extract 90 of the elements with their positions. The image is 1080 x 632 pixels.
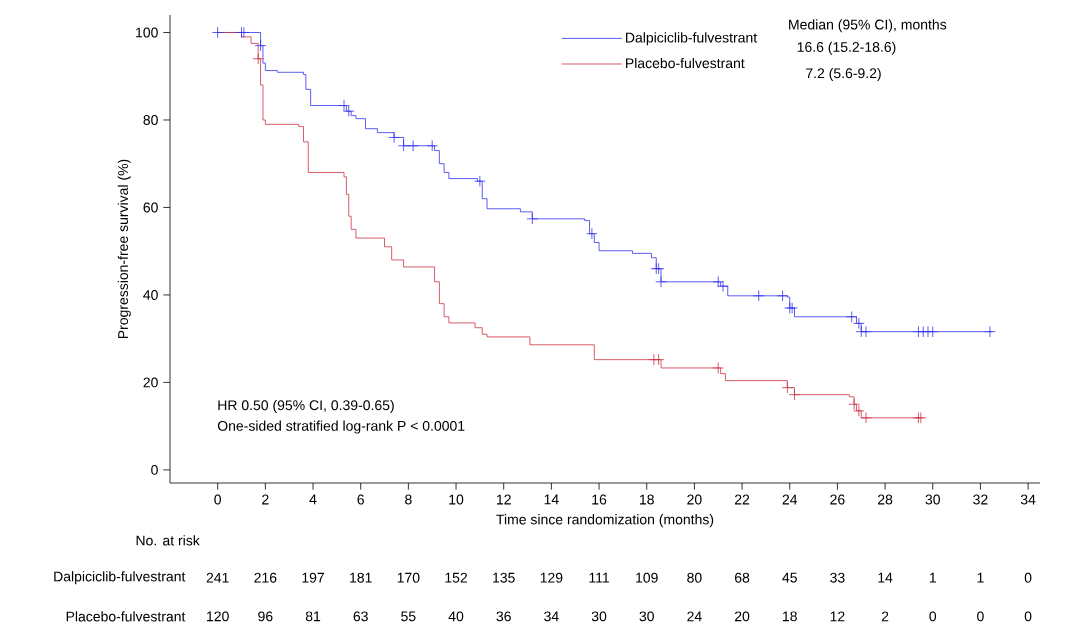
text: No. at risk	[136, 535, 200, 546]
text: 109	[636, 572, 658, 583]
text: 18	[783, 611, 797, 622]
point	[652, 353, 665, 366]
x-tick-label: 18	[640, 494, 654, 505]
annotation: 7.2 (5.6-9.2)	[806, 67, 881, 81]
x-tick-label: 8	[405, 494, 412, 505]
point	[984, 325, 996, 338]
text: 0	[1024, 611, 1032, 622]
point	[860, 325, 872, 338]
y-axis-title: Progression-free survival (%)	[117, 159, 131, 339]
x-tick-label: 26	[830, 494, 845, 505]
text: 170	[397, 572, 420, 583]
point	[407, 140, 419, 152]
point	[586, 227, 598, 240]
text: 68	[734, 572, 750, 583]
legend-label: Dalpiciclib-fulvestrant	[626, 32, 758, 46]
point	[254, 39, 267, 52]
x-tick-label: 20	[687, 494, 702, 505]
text: 197	[302, 572, 324, 583]
point	[388, 131, 400, 144]
point	[712, 362, 724, 374]
point	[655, 276, 667, 288]
point	[927, 325, 939, 338]
text: 135	[493, 572, 515, 583]
text: 216	[254, 572, 277, 583]
y-tick-label: 40	[143, 289, 158, 300]
text: 63	[353, 611, 368, 622]
text: 36	[496, 611, 511, 622]
point	[397, 140, 410, 152]
x-tick-label: 10	[449, 494, 464, 505]
text: Placebo-fulvestrant	[66, 611, 186, 622]
x-tick-label: 0	[214, 494, 222, 505]
legend-label: Placebo-fulvestrant	[626, 57, 745, 69]
x-axis-title: Time since randomization (months)	[496, 514, 714, 528]
text: Dalpiciclib-fulvestrant	[54, 571, 186, 585]
text: 120	[207, 611, 229, 622]
y-tick-label: 80	[143, 115, 158, 125]
x-tick-label: 14	[544, 494, 559, 505]
x-tick-label: 12	[496, 494, 511, 505]
text: 0	[929, 611, 937, 622]
annotation: HR 0.50 (95% CI, 0.39-0.65)	[218, 399, 394, 413]
x-tick-label: 34	[1020, 494, 1036, 505]
text: 30	[591, 611, 607, 622]
text: 45	[782, 572, 797, 583]
y-tick-label: 20	[143, 377, 158, 388]
x-tick-label: 4	[309, 494, 317, 505]
annotation: Median (95% CI), months	[789, 19, 947, 33]
point	[474, 175, 486, 187]
text: 34	[544, 611, 559, 622]
text: 40	[448, 611, 464, 622]
text: 20	[734, 611, 750, 622]
point	[252, 53, 264, 65]
x-tick-label: 28	[878, 494, 893, 505]
text: 241	[206, 572, 229, 583]
text: 80	[687, 572, 702, 583]
x-tick-label: 2	[262, 494, 269, 505]
text: 30	[639, 611, 654, 622]
point	[753, 290, 765, 302]
text: 111	[589, 572, 609, 583]
text: 1	[929, 572, 936, 583]
y-tick-label: 100	[136, 27, 158, 38]
x-tick-label: 6	[357, 494, 364, 505]
text: 129	[540, 572, 563, 583]
text: 0	[1024, 572, 1032, 583]
text: 12	[830, 611, 845, 622]
text: 24	[687, 611, 702, 622]
text: 33	[830, 572, 845, 583]
annotation: One-sided stratified log-rank P < 0.0001	[217, 420, 465, 434]
x-tick-label: 16	[592, 494, 607, 505]
x-tick-label: 22	[734, 494, 750, 505]
point	[211, 26, 224, 39]
text: 2	[881, 611, 889, 622]
text: 152	[445, 572, 467, 583]
text: 55	[401, 611, 416, 622]
x-tick-label: 24	[782, 494, 798, 505]
text: 14	[878, 572, 893, 583]
point	[776, 290, 789, 302]
y-tick-label: 0	[151, 464, 158, 475]
text: 181	[350, 572, 372, 583]
text: 0	[977, 611, 984, 622]
text: 81	[305, 611, 321, 622]
point	[526, 213, 539, 225]
text: 96	[258, 611, 273, 622]
y-tick-label: 60	[143, 202, 158, 213]
text: 1	[977, 572, 984, 583]
annotation: 16.6 (15.2-18.6)	[797, 41, 896, 55]
x-tick-label: 30	[925, 494, 940, 505]
point	[426, 140, 438, 152]
x-tick-label: 32	[973, 494, 988, 505]
